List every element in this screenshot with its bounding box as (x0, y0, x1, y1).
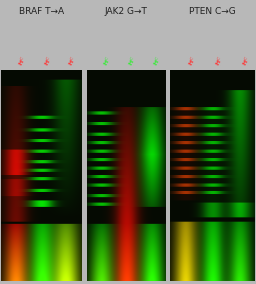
Text: H$^C$: H$^C$ (151, 55, 164, 68)
Text: BRAF T→A: BRAF T→A (19, 7, 64, 16)
Text: H$^C$: H$^C$ (41, 55, 55, 68)
Text: H$^C$: H$^C$ (212, 55, 226, 68)
Text: H$^C$: H$^C$ (101, 55, 114, 68)
Text: PTEN C→G: PTEN C→G (189, 7, 236, 16)
Text: H$^C$: H$^C$ (126, 55, 139, 68)
Text: JAK2 G→T: JAK2 G→T (105, 7, 147, 16)
Text: H$^C$: H$^C$ (16, 55, 29, 68)
Text: H$^C$: H$^C$ (240, 55, 253, 68)
Text: H$^C$: H$^C$ (66, 55, 79, 68)
Text: H$^C$: H$^C$ (185, 55, 199, 68)
